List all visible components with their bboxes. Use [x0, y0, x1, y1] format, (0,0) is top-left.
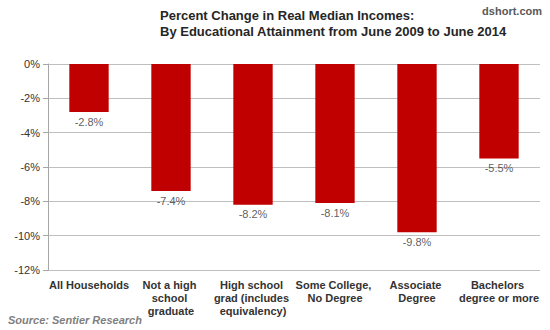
- svg-text:Degree: Degree: [398, 292, 435, 304]
- svg-text:-8.2%: -8.2%: [239, 208, 268, 220]
- svg-text:dshort.com: dshort.com: [482, 5, 542, 17]
- svg-text:High school: High school: [220, 279, 286, 291]
- svg-text:Percent Change in Real Median: Percent Change in Real Median Incomes:: [160, 8, 414, 23]
- svg-text:-7.4%: -7.4%: [157, 195, 186, 207]
- svg-text:Associate: Associate: [389, 279, 444, 291]
- svg-text:Source: Sentier Research: Source: Sentier Research: [8, 314, 142, 326]
- svg-text:-4%: -4%: [20, 127, 40, 139]
- svg-text:Not a high: Not a high: [143, 279, 200, 291]
- svg-text:No Degree: No Degree: [307, 292, 362, 304]
- svg-text:-10%: -10%: [14, 230, 40, 242]
- svg-text:degree or more: degree or more: [459, 292, 539, 304]
- svg-text:-2%: -2%: [20, 92, 40, 104]
- svg-text:-8.1%: -8.1%: [321, 207, 350, 219]
- svg-text:-12%: -12%: [14, 264, 40, 276]
- svg-text:equivalency): equivalency): [220, 305, 287, 317]
- svg-text:school: school: [152, 292, 191, 304]
- svg-text:All Households: All Households: [49, 279, 129, 291]
- svg-text:0%: 0%: [24, 58, 40, 70]
- svg-text:grad (includes: grad (includes: [214, 292, 292, 304]
- svg-text:-6%: -6%: [20, 161, 40, 173]
- svg-text:Bachelors: Bachelors: [471, 279, 527, 291]
- svg-text:-2.8%: -2.8%: [75, 116, 104, 128]
- svg-text:graduate: graduate: [148, 305, 194, 317]
- svg-text:Some College,: Some College,: [296, 279, 375, 291]
- svg-text:By Educational Attainment from: By Educational Attainment from June 2009…: [160, 24, 507, 39]
- svg-text:-9.8%: -9.8%: [403, 236, 432, 248]
- svg-text:-5.5%: -5.5%: [485, 162, 514, 174]
- svg-text:-8%: -8%: [20, 195, 40, 207]
